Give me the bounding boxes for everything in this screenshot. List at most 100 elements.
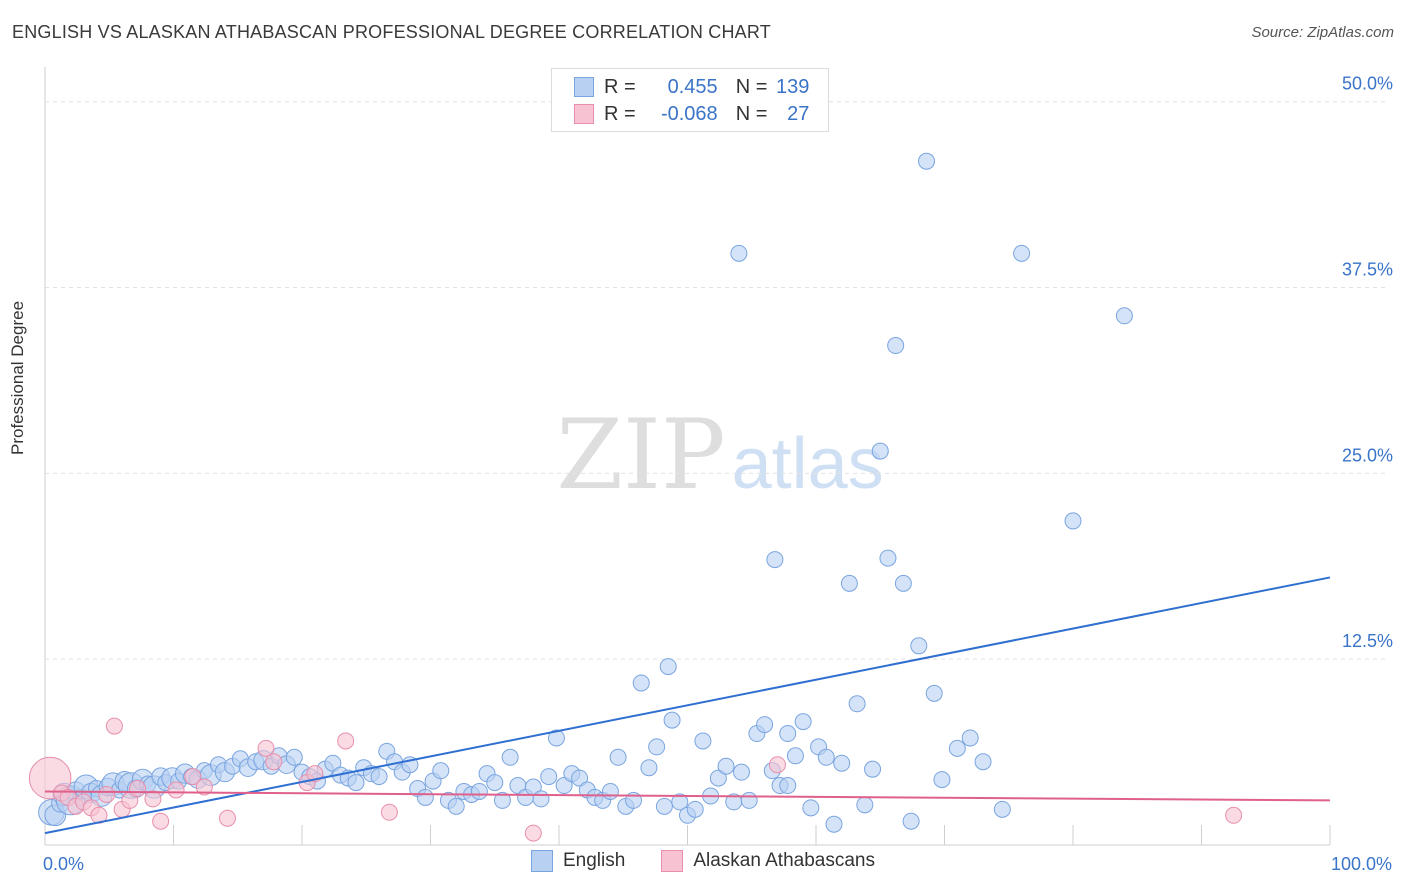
tick-labels: 12.5% 25.0% 37.5% 50.0% 0.0% 100.0% bbox=[43, 74, 1393, 874]
alaskan-point bbox=[265, 753, 283, 771]
english-point bbox=[1013, 244, 1031, 262]
english-point bbox=[902, 812, 920, 830]
english-point bbox=[910, 637, 928, 655]
r-value: -0.068 bbox=[660, 102, 718, 125]
english-point bbox=[833, 754, 851, 772]
alaskan-point bbox=[1225, 806, 1243, 824]
chart-title: ENGLISH VS ALASKAN ATHABASCAN PROFESSION… bbox=[12, 22, 771, 42]
r-label: R = bbox=[604, 102, 636, 125]
grid-lines bbox=[45, 101, 1385, 660]
legend-swatch-alaskan bbox=[661, 850, 684, 872]
alaskan-point bbox=[380, 803, 398, 821]
english-point bbox=[547, 729, 565, 747]
legend-label-alaskan: Alaskan Athabascans bbox=[693, 850, 875, 871]
alaskan-point bbox=[337, 732, 355, 750]
english-point bbox=[1064, 512, 1082, 530]
legend-item-alaskan[interactable]: Alaskan Athabascans bbox=[661, 850, 875, 872]
alaskan-point bbox=[98, 785, 116, 803]
alaskan-swatch bbox=[574, 104, 594, 124]
stats-row-alaskan: R = -0.068 N = 27 bbox=[574, 101, 809, 127]
n-label: N = bbox=[735, 102, 768, 125]
english-point bbox=[347, 774, 365, 792]
alaskan-point bbox=[218, 809, 236, 827]
english-point bbox=[933, 771, 951, 789]
english-point bbox=[432, 762, 450, 780]
trend-lines bbox=[44, 576, 1331, 835]
english-point bbox=[663, 711, 681, 729]
english-point bbox=[601, 782, 619, 800]
english-point bbox=[732, 763, 750, 781]
english-point bbox=[370, 768, 388, 786]
y-axis-label: Professional Degree bbox=[8, 300, 27, 455]
alaskan-point bbox=[105, 717, 123, 735]
english-point bbox=[948, 739, 966, 757]
english-point bbox=[324, 754, 342, 772]
legend-label-english: English bbox=[562, 850, 626, 871]
english-point bbox=[779, 777, 797, 795]
legend: English Alaskan Athabascans bbox=[0, 850, 1406, 872]
english-point bbox=[285, 748, 303, 766]
r-value: 0.455 bbox=[667, 75, 718, 98]
english-point bbox=[817, 748, 835, 766]
y-tick-label: 50.0% bbox=[1342, 74, 1393, 94]
english-point bbox=[730, 244, 748, 262]
watermark-atlas: atlas bbox=[732, 424, 884, 504]
english-point bbox=[470, 782, 488, 800]
n-value: 27 bbox=[787, 102, 810, 125]
english-point bbox=[486, 774, 504, 792]
stats-row-english: R = 0.455 N = 139 bbox=[574, 74, 809, 100]
english-point bbox=[655, 797, 673, 815]
english-point bbox=[659, 658, 677, 676]
legend-item-english[interactable]: English bbox=[530, 850, 626, 872]
stats-box: R = 0.455 N = 139 R = -0.068 N = 27 bbox=[551, 68, 829, 132]
english-point bbox=[887, 337, 905, 355]
source-label: Source: ZipAtlas.com bbox=[1251, 24, 1394, 41]
english-point bbox=[540, 768, 558, 786]
english-point bbox=[961, 729, 979, 747]
english-point bbox=[794, 713, 812, 731]
english-point bbox=[856, 796, 874, 814]
alaskan-point bbox=[152, 812, 170, 830]
english-point bbox=[848, 695, 866, 713]
x-tick-label: 0.0% bbox=[43, 854, 84, 874]
alaskan-point bbox=[524, 824, 542, 842]
y-tick-label: 12.5% bbox=[1342, 631, 1393, 651]
english-swatch bbox=[574, 77, 594, 97]
english-point bbox=[740, 791, 758, 809]
english-point bbox=[894, 574, 912, 592]
english-point bbox=[609, 748, 627, 766]
english-point bbox=[648, 738, 666, 756]
english-point bbox=[786, 747, 804, 765]
english-point bbox=[974, 753, 992, 771]
alaskan-point bbox=[184, 768, 202, 786]
english-point bbox=[694, 732, 712, 750]
alaskan-point bbox=[167, 781, 185, 799]
english-point bbox=[501, 748, 519, 766]
english-point bbox=[416, 788, 434, 806]
english-trend-line bbox=[44, 576, 1331, 835]
y-tick-label: 37.5% bbox=[1342, 260, 1393, 280]
alaskan-point bbox=[195, 778, 213, 796]
english-point bbox=[1115, 307, 1133, 325]
english-point bbox=[825, 815, 843, 833]
n-label: N = bbox=[735, 75, 768, 98]
english-point bbox=[555, 777, 573, 795]
english-point bbox=[918, 152, 936, 170]
english-point bbox=[871, 442, 889, 460]
english-point bbox=[632, 674, 650, 692]
english-point bbox=[802, 799, 820, 817]
english-point bbox=[493, 791, 511, 809]
english-point bbox=[717, 757, 735, 775]
n-value: 139 bbox=[776, 75, 810, 98]
x-tick-label: 100.0% bbox=[1331, 854, 1392, 874]
english-point bbox=[571, 769, 589, 787]
alaskan-trend-line bbox=[44, 790, 1331, 802]
english-point bbox=[532, 790, 550, 808]
english-point bbox=[671, 793, 689, 811]
english-point bbox=[766, 551, 784, 569]
alaskan-point bbox=[768, 756, 786, 774]
alaskan-point bbox=[257, 739, 275, 757]
english-point bbox=[709, 769, 727, 787]
english-point bbox=[925, 684, 943, 702]
